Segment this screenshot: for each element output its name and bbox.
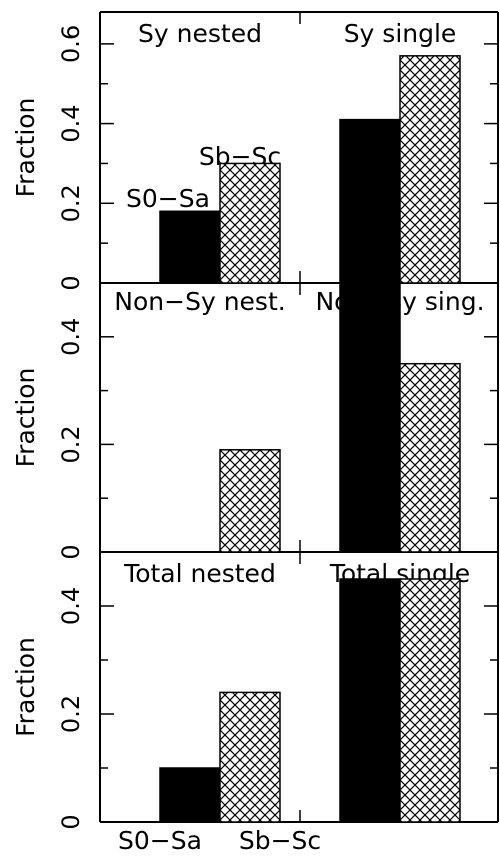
group-label-left: Total nested: [123, 559, 276, 588]
bar-sbsc-nested: [219, 449, 281, 553]
y-tick-label: 0: [57, 275, 85, 290]
panel-total: Total nested Total single S0−Sa Sb−Sc 00…: [11, 551, 499, 855]
bar-s0sa-single: [339, 118, 401, 284]
bar-s0sa-nested: [159, 210, 221, 284]
y-tick-label: 0.2: [57, 695, 85, 733]
bar-sbsc-single: [399, 362, 461, 553]
group-label-left: Sy nested: [138, 19, 262, 48]
bar-s0sa-single: [339, 282, 401, 553]
group-label-left: Non−Sy nest.: [114, 287, 285, 316]
bar-s0sa-single: [339, 578, 401, 823]
y-axis-label: Fraction: [11, 98, 40, 198]
y-tick-label: 0.4: [57, 318, 85, 356]
bar-sbsc-nested: [219, 162, 281, 284]
group-label-right: Sy single: [344, 19, 457, 48]
x-tick-label-s0sa: S0−Sa: [118, 826, 202, 855]
y-axis-label: Fraction: [11, 637, 40, 737]
y-tick-label: 0.2: [57, 425, 85, 463]
bar-sbsc-single: [399, 55, 461, 284]
bar-s0sa-nested: [159, 767, 221, 823]
y-tick-label: 0.4: [57, 587, 85, 625]
legend-label-s0sa: S0−Sa: [126, 184, 210, 213]
y-tick-label: 0.2: [57, 184, 85, 222]
panel-sy: Sy nested Sy single S0−Sa Sb−Sc 00.20.40…: [11, 11, 499, 291]
y-axis-label: Fraction: [11, 368, 40, 468]
y-tick-label: 0: [57, 544, 85, 559]
bar-sbsc-nested: [219, 691, 281, 823]
y-tick-label: 0.4: [57, 105, 85, 143]
x-tick-label-sbsc: Sb−Sc: [239, 826, 321, 855]
y-tick-label: 0.6: [57, 25, 85, 63]
panel-non-sy: Non−Sy nest. Non−Sy sing. 00.20.4Fractio…: [11, 282, 499, 560]
y-tick-label: 0: [57, 814, 85, 829]
bar-sbsc-single: [399, 578, 461, 823]
